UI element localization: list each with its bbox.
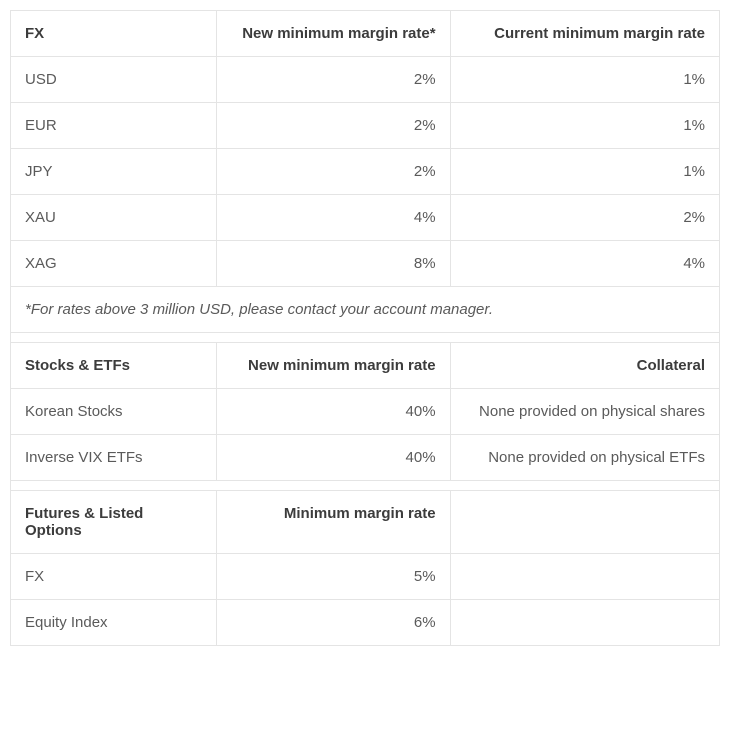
fx-cell: 4% xyxy=(216,195,450,241)
table-row: XAG 8% 4% xyxy=(11,241,720,287)
fx-cell: 1% xyxy=(450,149,719,195)
stocks-col-1: New minimum margin rate xyxy=(216,343,450,389)
stocks-cell: 40% xyxy=(216,389,450,435)
stocks-cell: None provided on physical ETFs xyxy=(450,435,719,481)
stocks-cell: 40% xyxy=(216,435,450,481)
margin-rates-table: FX New minimum margin rate* Current mini… xyxy=(10,10,720,646)
table-row: JPY 2% 1% xyxy=(11,149,720,195)
table-row: Korean Stocks 40% None provided on physi… xyxy=(11,389,720,435)
table-row: EUR 2% 1% xyxy=(11,103,720,149)
futures-cell xyxy=(450,600,719,646)
table-row: FX 5% xyxy=(11,554,720,600)
fx-cell: 1% xyxy=(450,103,719,149)
stocks-header-row: Stocks & ETFs New minimum margin rate Co… xyxy=(11,343,720,389)
fx-cell: 1% xyxy=(450,57,719,103)
fx-footnote: *For rates above 3 million USD, please c… xyxy=(11,287,720,333)
fx-footnote-row: *For rates above 3 million USD, please c… xyxy=(11,287,720,333)
stocks-cell: Korean Stocks xyxy=(11,389,217,435)
fx-header-row: FX New minimum margin rate* Current mini… xyxy=(11,11,720,57)
futures-cell: FX xyxy=(11,554,217,600)
fx-cell: JPY xyxy=(11,149,217,195)
fx-col-0: FX xyxy=(11,11,217,57)
fx-cell: 2% xyxy=(450,195,719,241)
fx-cell: XAU xyxy=(11,195,217,241)
futures-col-0: Futures & Listed Options xyxy=(11,491,217,554)
section-divider xyxy=(11,333,720,343)
table-row: Equity Index 6% xyxy=(11,600,720,646)
fx-col-2: Current minimum margin rate xyxy=(450,11,719,57)
futures-header-row: Futures & Listed Options Minimum margin … xyxy=(11,491,720,554)
fx-cell: 8% xyxy=(216,241,450,287)
fx-cell: 4% xyxy=(450,241,719,287)
table-row: Inverse VIX ETFs 40% None provided on ph… xyxy=(11,435,720,481)
futures-cell xyxy=(450,554,719,600)
fx-cell: 2% xyxy=(216,149,450,195)
futures-cell: Equity Index xyxy=(11,600,217,646)
fx-cell: 2% xyxy=(216,57,450,103)
futures-col-2 xyxy=(450,491,719,554)
futures-col-1: Minimum margin rate xyxy=(216,491,450,554)
futures-cell: 6% xyxy=(216,600,450,646)
fx-cell: 2% xyxy=(216,103,450,149)
futures-cell: 5% xyxy=(216,554,450,600)
fx-cell: XAG xyxy=(11,241,217,287)
section-divider xyxy=(11,481,720,491)
stocks-cell: None provided on physical shares xyxy=(450,389,719,435)
fx-cell: USD xyxy=(11,57,217,103)
stocks-cell: Inverse VIX ETFs xyxy=(11,435,217,481)
fx-cell: EUR xyxy=(11,103,217,149)
table-row: USD 2% 1% xyxy=(11,57,720,103)
stocks-col-2: Collateral xyxy=(450,343,719,389)
fx-col-1: New minimum margin rate* xyxy=(216,11,450,57)
stocks-col-0: Stocks & ETFs xyxy=(11,343,217,389)
table-row: XAU 4% 2% xyxy=(11,195,720,241)
